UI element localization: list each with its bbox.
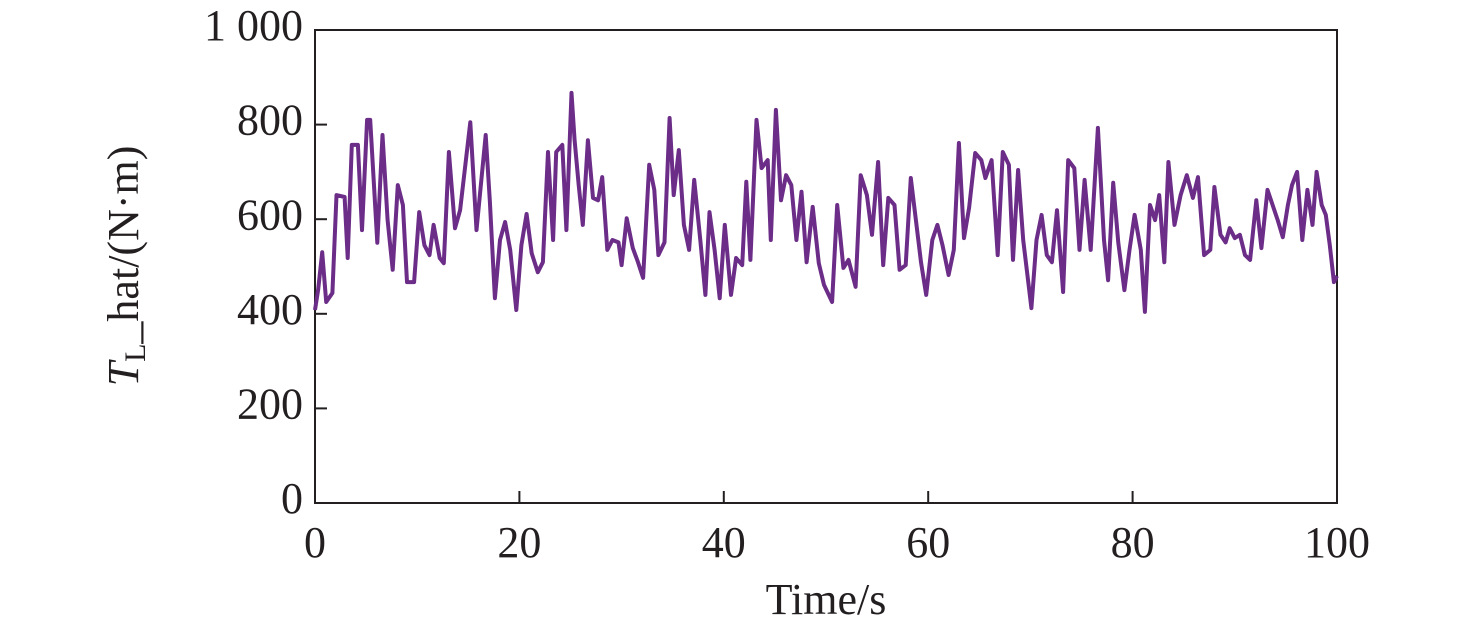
y-tick-label: 0 xyxy=(281,474,303,523)
x-tick-label: 0 xyxy=(304,518,326,567)
x-tick-label: 20 xyxy=(497,518,541,567)
x-axis-label: Time/s xyxy=(766,575,887,624)
y-tick-label: 1 000 xyxy=(204,1,303,50)
y-tick-label: 800 xyxy=(237,96,303,145)
y-axis-label: TL_hat/(N·m) xyxy=(99,146,152,387)
y-label-text: _hat/(N·m) xyxy=(99,146,148,345)
y-tick-label: 600 xyxy=(237,190,303,239)
y-label-subscript: L xyxy=(119,344,152,362)
y-label-symbol: T xyxy=(99,358,148,386)
data-line xyxy=(313,90,1339,314)
x-tick-label: 100 xyxy=(1304,518,1370,567)
x-tick-label: 40 xyxy=(702,518,746,567)
plot-frame xyxy=(314,29,1338,504)
x-tick-label: 60 xyxy=(906,518,950,567)
x-tick-label: 80 xyxy=(1111,518,1155,567)
y-tick-label: 200 xyxy=(237,379,303,428)
y-tick-label: 400 xyxy=(237,285,303,334)
